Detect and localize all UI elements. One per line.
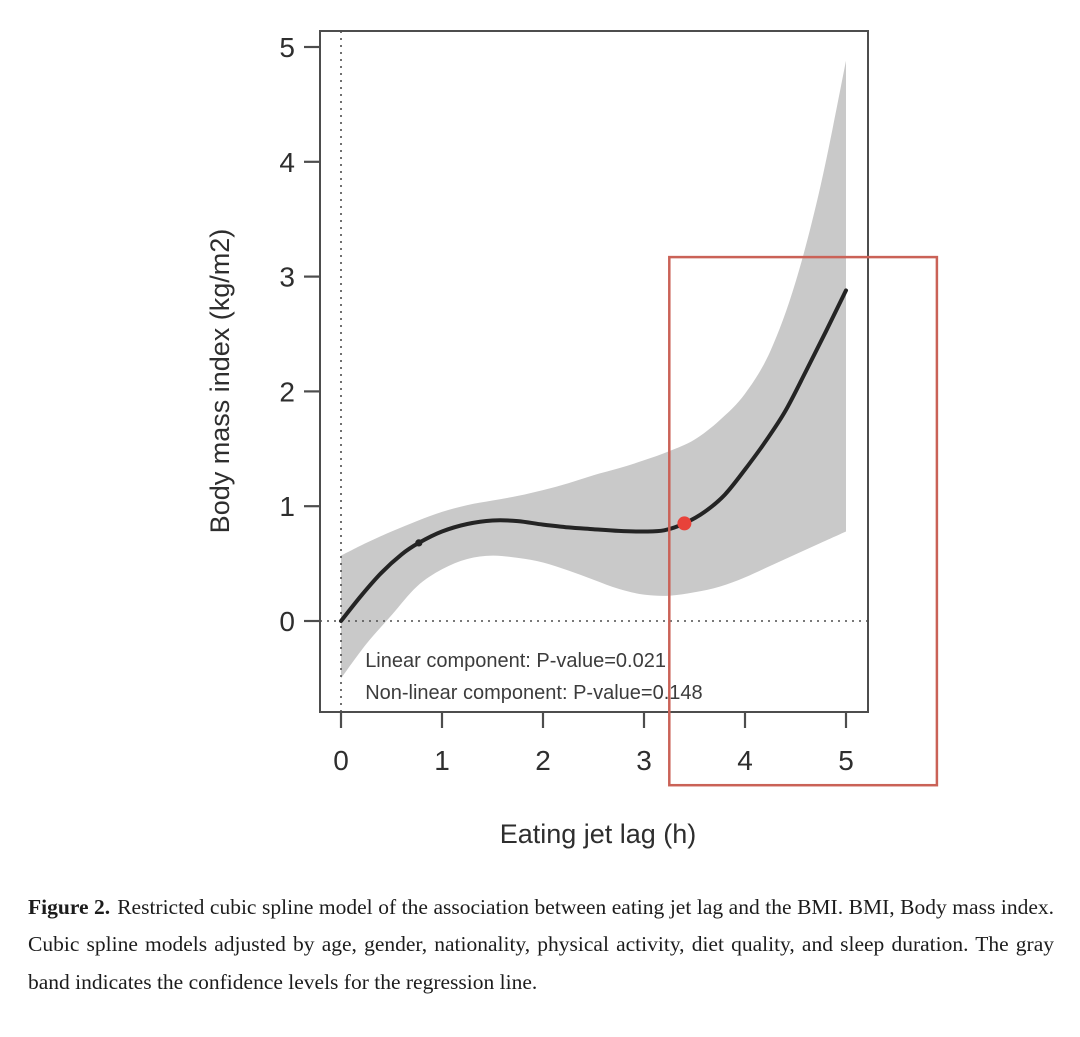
x-tick-label: 2 [535,745,551,776]
highlight-point [677,516,692,531]
figure-caption: Figure 2. Restricted cubic spline model o… [28,889,1054,1001]
x-tick-label: 4 [737,745,753,776]
y-tick-label: 3 [279,262,295,293]
x-tick-label: 5 [838,745,854,776]
spline-chart: 0 1 2 3 4 5 0 1 2 3 4 5 Eating jet lag (h) Body mass … [205,30,939,849]
x-axis-title: Eating jet lag (h) [500,819,697,849]
highlight-box [668,255,939,787]
y-axis-title: Body mass index (kg/m2) [205,229,235,534]
knot-mark [415,539,423,547]
x-tick-label: 1 [434,745,450,776]
figure-caption-label: Figure 2. [28,895,111,919]
chart-root: 0 1 2 3 4 5 0 1 2 3 4 5 Eating jet lag (h) Body mass … [205,30,939,849]
p-value-annotation: Non-linear component: P-value=0.148 [365,682,702,704]
x-tick-label: 3 [636,745,652,776]
confidence-band [341,60,846,679]
y-tick-label: 5 [279,32,295,63]
p-value-annotation: Linear component: P-value=0.021 [365,650,666,672]
x-tick-label: 0 [333,745,349,776]
y-tick-label: 1 [279,491,295,522]
figure-caption-body: Restricted cubic spline model of the ass… [28,895,1054,994]
plot-border [319,30,869,713]
y-tick-label: 0 [279,606,295,637]
y-tick-label: 4 [279,147,295,178]
y-tick-label: 2 [279,376,295,407]
